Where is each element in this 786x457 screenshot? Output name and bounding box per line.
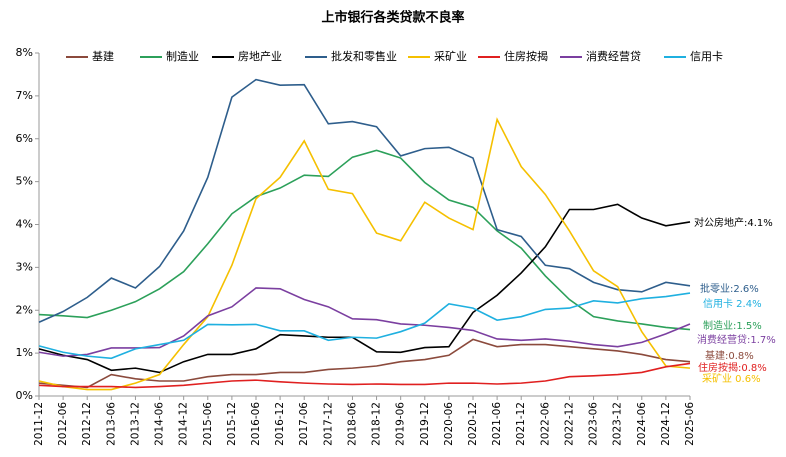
x-tick-label: 2021-06 — [491, 402, 503, 446]
y-tick-label: 6% — [16, 132, 33, 145]
annotation: 信用卡 2.4% — [703, 297, 762, 310]
series-line — [38, 287, 691, 357]
x-tick-label: 2019-12 — [419, 402, 431, 446]
x-tick-label: 2020-12 — [467, 402, 479, 446]
x-tick-label: 2024-12 — [660, 402, 672, 446]
series-line — [38, 292, 691, 360]
x-tick-label: 2014-12 — [178, 402, 190, 446]
legend-label: 消费经营贷 — [586, 49, 641, 63]
legend-label: 基建 — [92, 49, 114, 63]
x-tick-label: 2021-12 — [515, 402, 527, 446]
x-tick-label: 2015-06 — [202, 402, 214, 446]
y-tick-label: 2% — [16, 303, 33, 316]
x-tick-label: 2012-12 — [81, 402, 93, 446]
x-tick-label: 2025-06 — [684, 402, 696, 446]
annotation: 基建:0.8% — [705, 349, 754, 362]
annotation: 制造业:1.5% — [703, 319, 762, 332]
y-tick-label: 5% — [16, 175, 33, 188]
x-tick-label: 2014-06 — [154, 402, 166, 446]
x-tick-label: 2018-12 — [371, 402, 383, 446]
x-tick-label: 2015-12 — [226, 402, 238, 446]
legend-label: 信用卡 — [690, 50, 723, 63]
x-tick-label: 2023-12 — [612, 402, 624, 446]
x-tick-label: 2017-12 — [322, 402, 334, 446]
y-tick-label: 1% — [16, 346, 33, 359]
legend-label: 采矿业 — [434, 50, 467, 63]
x-tick-label: 2022-12 — [563, 402, 575, 446]
x-tick-label: 2016-12 — [274, 402, 286, 446]
series-line — [38, 78, 691, 323]
legend-label: 制造业 — [166, 49, 199, 63]
series-line — [38, 203, 691, 374]
x-tick-label: 2018-06 — [346, 402, 358, 446]
legend-label: 房地产业 — [238, 49, 282, 63]
y-tick-label: 8% — [16, 46, 33, 59]
annotation: 采矿业 0.6% — [702, 372, 761, 385]
x-tick-label: 2012-06 — [57, 402, 69, 446]
annotation: 住房按揭:0.8% — [698, 361, 767, 374]
annotation: 消费经营贷:1.7% — [697, 333, 776, 346]
y-tick-label: 7% — [16, 89, 33, 102]
y-tick-label: 3% — [16, 260, 33, 273]
legend-label: 住房按揭 — [504, 49, 548, 63]
annotation: 批零业:2.6% — [700, 282, 759, 295]
legend-label: 批发和零售业 — [331, 49, 397, 63]
x-tick-label: 2024-06 — [636, 402, 648, 446]
series-line — [38, 117, 691, 391]
x-tick-label: 2019-06 — [395, 402, 407, 446]
x-tick-label: 2023-06 — [588, 402, 600, 446]
x-tick-label: 2013-12 — [129, 402, 141, 446]
x-tick-label: 2011-12 — [33, 402, 45, 446]
chart-title: 上市银行各类贷款不良率 — [321, 10, 464, 26]
series-line — [38, 338, 691, 389]
x-tick-label: 2013-06 — [105, 402, 117, 446]
annotation: 对公房地产:4.1% — [694, 216, 773, 229]
x-tick-label: 2022-06 — [539, 402, 551, 446]
series-line — [38, 149, 691, 331]
x-tick-label: 2016-06 — [250, 402, 262, 446]
y-tick-label: 0% — [16, 389, 33, 402]
x-tick-label: 2017-06 — [298, 402, 310, 446]
series-line — [38, 362, 691, 389]
x-tick-label: 2020-06 — [443, 402, 455, 446]
y-tick-label: 4% — [16, 218, 33, 231]
